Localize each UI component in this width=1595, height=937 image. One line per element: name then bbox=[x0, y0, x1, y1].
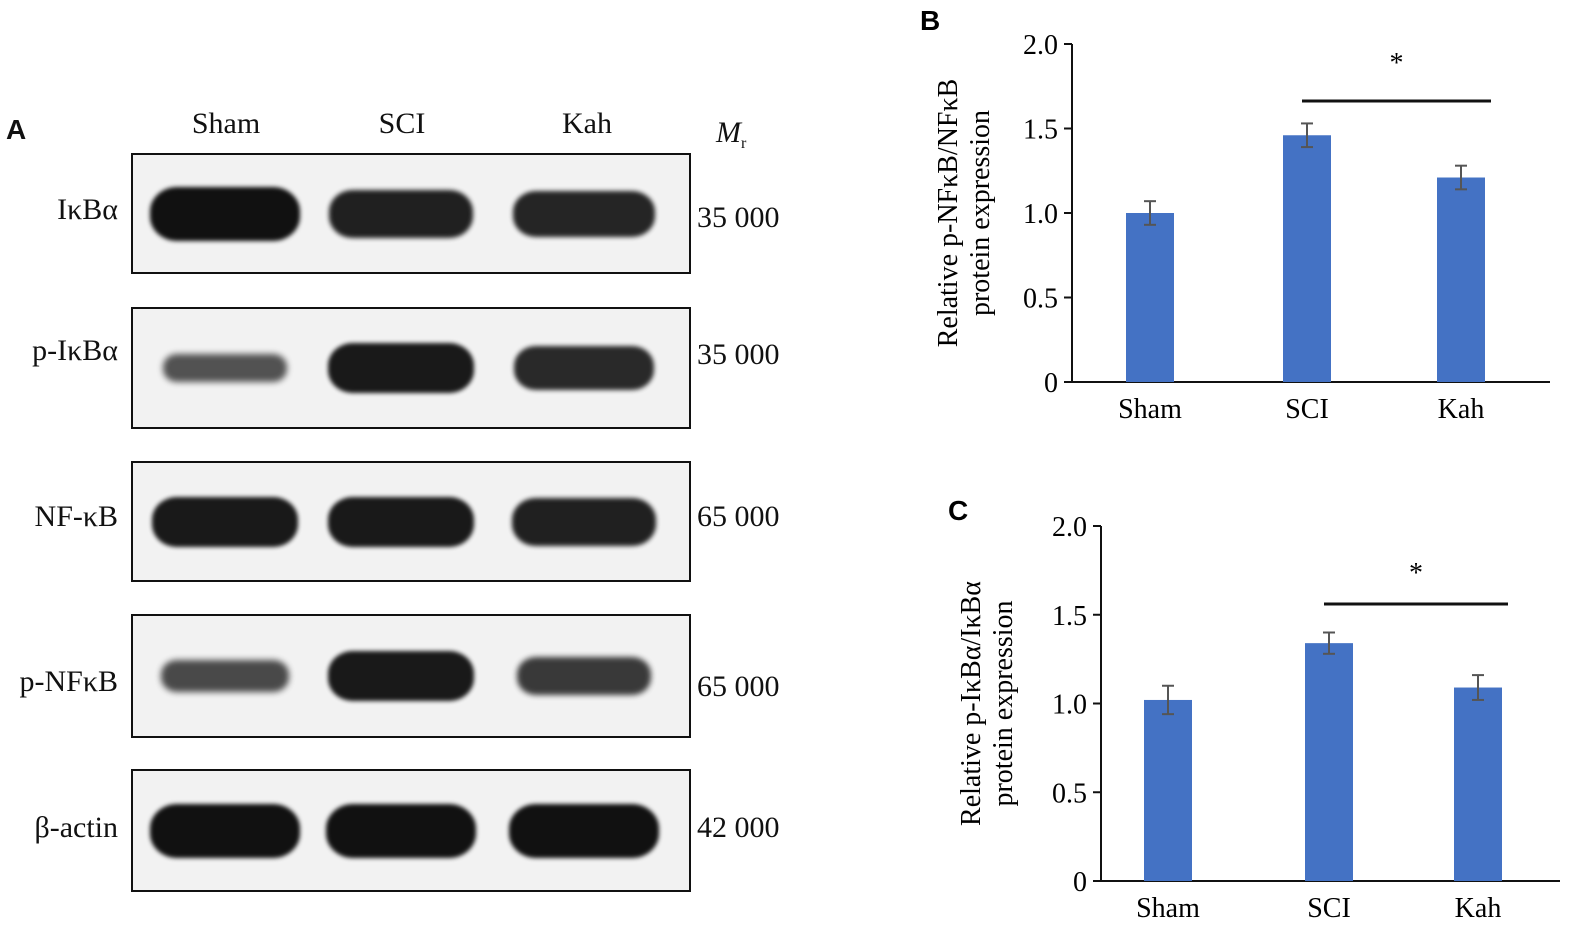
chart-c: C 0 0.5 1.0 1.5 2.0 Sham SCI Kah * Relative p-IκBα… bbox=[948, 495, 1560, 924]
blot-membrane-4 bbox=[131, 614, 691, 738]
blot-label-2: p-IκBα bbox=[32, 334, 118, 367]
y-tick-label: 1.5 bbox=[1023, 115, 1058, 146]
panel-a-letter: A bbox=[6, 114, 27, 145]
bar bbox=[1126, 213, 1174, 382]
blot-label-4: p-NFκB bbox=[19, 665, 118, 698]
lane-label-sham: Sham bbox=[191, 107, 261, 140]
y-tick-label: 1.0 bbox=[1023, 199, 1058, 230]
y-axis-label-line-2: protein expression bbox=[988, 600, 1019, 806]
y-axis-label-line-1: Relative p-NFκB/NFκB bbox=[933, 79, 964, 348]
mr-label-main: M bbox=[716, 116, 741, 149]
blot-band bbox=[512, 497, 656, 546]
category-label: SCI bbox=[1307, 893, 1351, 924]
y-axis-label-line-1: Relative p-IκBα/IκBα bbox=[956, 581, 987, 826]
blot-band bbox=[150, 186, 300, 241]
blot-membrane-2 bbox=[131, 307, 691, 429]
blot-membrane-3 bbox=[131, 461, 691, 582]
blot-band bbox=[328, 343, 474, 393]
category-label: Kah bbox=[1438, 394, 1485, 425]
blot-band bbox=[163, 354, 287, 382]
y-tick-label: 1.5 bbox=[1052, 601, 1087, 632]
significance-star: * bbox=[1390, 48, 1404, 79]
y-tick-label: 2.0 bbox=[1052, 512, 1087, 543]
blot-band bbox=[513, 190, 655, 237]
blot-membrane-1 bbox=[131, 153, 691, 274]
blot-band bbox=[329, 189, 473, 238]
y-tick-label: 1.0 bbox=[1052, 690, 1087, 721]
bar bbox=[1144, 699, 1192, 881]
blot-band bbox=[509, 803, 659, 858]
blot-label-1: IκBα bbox=[57, 193, 118, 226]
mr-label-sub: r bbox=[741, 135, 747, 152]
y-axis-label-line-2: protein expression bbox=[965, 110, 996, 316]
y-tick-label: 2.0 bbox=[1023, 30, 1058, 61]
blot-band bbox=[161, 660, 289, 692]
bar bbox=[1305, 643, 1353, 881]
category-label: SCI bbox=[1285, 394, 1329, 425]
blot-band bbox=[328, 651, 474, 701]
significance-star: * bbox=[1409, 558, 1423, 589]
category-label: Kah bbox=[1455, 893, 1502, 924]
blot-label-5: β-actin bbox=[34, 811, 118, 844]
y-axis-label: Relative p-NFκB/NFκB protein expression bbox=[933, 79, 996, 348]
bar bbox=[1454, 687, 1502, 881]
blot-membrane-5 bbox=[131, 769, 691, 892]
y-tick-label: 0.5 bbox=[1052, 778, 1087, 809]
y-tick-label: 0.5 bbox=[1023, 284, 1058, 315]
y-axis-label: Relative p-IκBα/IκBα protein expression bbox=[956, 581, 1019, 826]
blot-mw-1: 35 000 bbox=[697, 201, 780, 234]
y-tick-label: 0 bbox=[1044, 368, 1058, 399]
lane-label-sci: SCI bbox=[378, 107, 426, 140]
blot-mw-4: 65 000 bbox=[697, 670, 780, 703]
panel-letter: B bbox=[920, 5, 940, 36]
blot-mw-2: 35 000 bbox=[697, 338, 780, 371]
category-label: Sham bbox=[1136, 893, 1200, 924]
blot-band bbox=[517, 657, 651, 695]
bar bbox=[1437, 177, 1485, 382]
blot-band bbox=[152, 496, 298, 547]
bar bbox=[1283, 135, 1331, 382]
mr-label: Mr bbox=[716, 116, 746, 153]
category-label: Sham bbox=[1118, 394, 1182, 425]
blot-band bbox=[150, 803, 300, 858]
blot-mw-5: 42 000 bbox=[697, 811, 780, 844]
blot-band bbox=[326, 803, 476, 858]
chart-b: B 0 0.5 1.0 1.5 2.0 Sham SCI Kah * Relative p-NFκB… bbox=[920, 5, 1550, 425]
blot-band bbox=[328, 496, 474, 547]
lane-label-kah: Kah bbox=[562, 107, 612, 140]
panel-letter: C bbox=[948, 495, 968, 526]
blot-mw-3: 65 000 bbox=[697, 500, 780, 533]
blot-band bbox=[514, 346, 654, 390]
blot-label-3: NF-κB bbox=[34, 500, 118, 533]
y-tick-label: 0 bbox=[1073, 867, 1087, 898]
